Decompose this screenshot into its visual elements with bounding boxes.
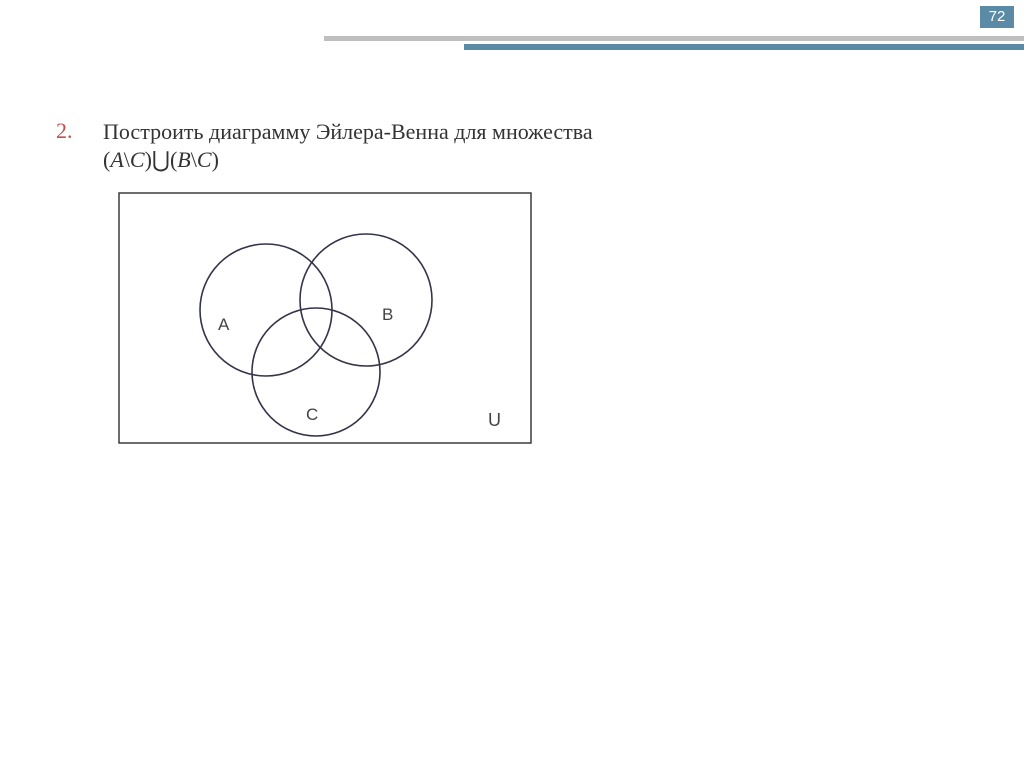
page-number-badge: 72: [980, 6, 1014, 28]
venn-circle-b: [300, 234, 432, 366]
venn-label-b: B: [382, 305, 393, 324]
venn-label-a: A: [218, 315, 230, 334]
venn-universe-rect: [119, 193, 531, 443]
venn-svg: A B C U: [118, 192, 532, 444]
page-number: 72: [989, 8, 1006, 25]
task-text: Построить диаграмму Эйлера-Венна для мно…: [103, 118, 903, 147]
list-number: 2.: [56, 118, 73, 144]
venn-label-c: C: [306, 405, 318, 424]
header-bars: [0, 36, 1024, 66]
header-bar-grey: [324, 36, 1024, 41]
header-bar-teal: [464, 44, 1024, 50]
task-formula: (A\C)⋃(B\C): [103, 146, 219, 175]
venn-diagram: A B C U: [118, 192, 532, 444]
venn-circle-a: [200, 244, 332, 376]
venn-label-u: U: [488, 410, 501, 430]
task-line1: Построить диаграмму Эйлера-Венна для мно…: [103, 119, 593, 144]
